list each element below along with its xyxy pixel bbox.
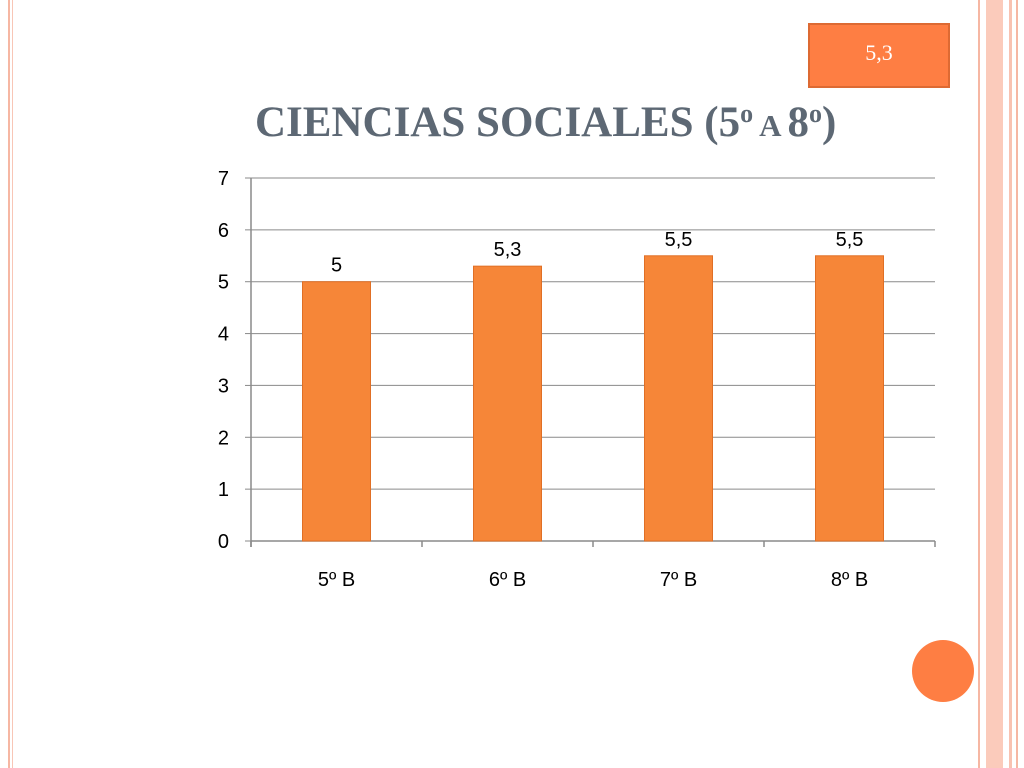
data-label-3: 5,5 (836, 229, 864, 251)
y-tick-label-5: 5 (218, 272, 229, 294)
x-tick-label-3: 8º B (831, 569, 868, 591)
value-badge: 5,3 (808, 23, 950, 88)
y-tick-label-6: 6 (218, 220, 229, 242)
data-label-1: 5,3 (494, 239, 522, 261)
bar-0 (302, 281, 371, 542)
y-tick-label-1: 1 (218, 479, 229, 501)
title-main: CIENCIAS SOCIALES (5 (255, 99, 741, 146)
x-tick-label-1: 6º B (489, 569, 526, 591)
title-sup-2: o (809, 99, 823, 128)
decorative-circle (912, 640, 974, 702)
title-sup-1: o (740, 99, 754, 128)
right-border-stripe-2 (1009, 0, 1012, 768)
slide-title: CIENCIAS SOCIALES (5o A 8o) (255, 98, 975, 147)
left-border-stripe (8, 0, 10, 768)
bar-2 (644, 255, 713, 542)
y-tick-label-4: 4 (218, 324, 229, 346)
title-end: ) (822, 99, 837, 146)
data-label-2: 5,5 (665, 229, 693, 251)
y-tick-label-2: 2 (218, 427, 229, 449)
right-border-stripe-3 (1016, 0, 1018, 768)
right-border-stripe (978, 0, 980, 768)
y-tick-label-3: 3 (218, 375, 229, 397)
data-label-0: 5 (331, 255, 342, 277)
x-tick-label-0: 5º B (318, 569, 355, 591)
x-tick-label-2: 7º B (660, 569, 697, 591)
right-border-band (986, 0, 1003, 768)
title-mid: A (753, 108, 788, 143)
value-badge-text: 5,3 (865, 39, 893, 65)
left-border-stripe-thin (12, 0, 13, 768)
title-num-2: 8 (787, 99, 810, 146)
y-tick-label-7: 7 (218, 168, 229, 190)
y-tick-label-0: 0 (218, 531, 229, 553)
bar-3 (815, 255, 884, 542)
bar-1 (473, 265, 542, 542)
